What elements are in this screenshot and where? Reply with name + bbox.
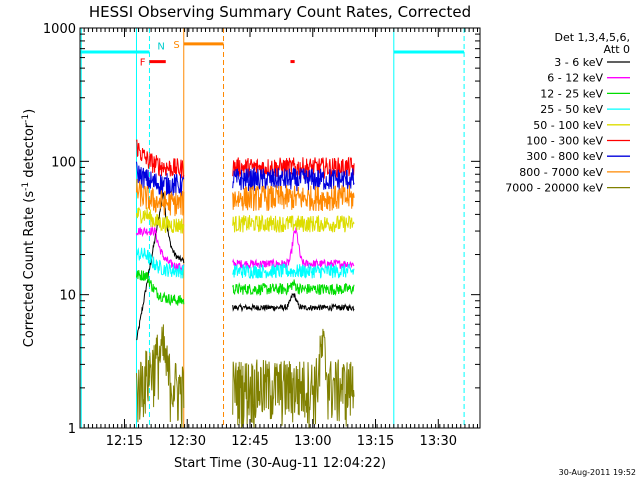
- y-axis-label-exponent-1: -1: [21, 182, 31, 191]
- legend-label-50-100-kev: 50 - 100 keV: [533, 119, 603, 132]
- x-tick-label-13-30: 13:30: [420, 434, 457, 449]
- series-50-100-kev-segment-2: [232, 214, 355, 233]
- y-axis-label-middle: detector: [22, 122, 37, 182]
- series-25-50-kev-segment-1: [136, 247, 185, 279]
- series-800-7000-kev-segment-1: [136, 178, 185, 217]
- plot-axes: 1 10 100 1000 12:15 12:30 12:45 13:00 13:15 13:30: [43, 22, 481, 449]
- y-tick-label-100: 100: [51, 155, 76, 170]
- x-tick-label-12-15: 12:15: [106, 434, 143, 449]
- legend-label-100-300-kev: 100 - 300 keV: [526, 135, 603, 148]
- chart-title: HESSI Observing Summary Count Rates, Cor…: [89, 3, 471, 21]
- series-3-6-kev-segment-1: [136, 191, 185, 341]
- plot-area: FN S: [80, 28, 465, 429]
- series-100-300-kev-segment-1: [136, 139, 185, 179]
- plot-frame: [79, 27, 481, 429]
- legend-label-800-7000-kev: 800 - 7000 keV: [519, 166, 603, 179]
- series-50-100-kev-group: [136, 207, 355, 234]
- legend-label-300-800-kev: 300 - 800 keV: [526, 150, 603, 163]
- legend: Det 1,3,4,5,6,Att 03 - 6 keV 6 - 12 keV 12…: [505, 31, 630, 195]
- series-800-7000-kev-segment-2: [232, 185, 355, 212]
- x-tick-label-12-45: 12:45: [231, 434, 268, 449]
- x-tick-label-13-00: 13:00: [294, 434, 331, 449]
- series-7000-20000-kev-segment-1: [136, 324, 185, 429]
- y-axis-label-exponent-2: -1: [21, 114, 31, 123]
- series-3-6-kev-group: [136, 191, 355, 341]
- flag-label-n: N: [157, 41, 164, 52]
- series-12-25-kev-segment-1: [136, 270, 185, 307]
- legend-label-6-12-kev: 6 - 12 keV: [547, 72, 603, 85]
- y-axis-label-prefix: Corrected Count Rate (s: [22, 191, 37, 348]
- footer-timestamp: 30-Aug-2011 19:52: [559, 468, 636, 477]
- flag-label-f: F: [140, 58, 146, 69]
- legend-title-line-2: Att 0: [604, 43, 630, 56]
- legend-label-12-25-kev: 12 - 25 keV: [540, 87, 603, 100]
- series-6-12-kev-segment-2: [232, 227, 355, 270]
- legend-label-3-6-kev: 3 - 6 keV: [554, 56, 603, 69]
- series-12-25-kev-group: [136, 270, 355, 307]
- x-tick-label-12-30: 12:30: [169, 434, 206, 449]
- y-axis-label-suffix: ): [22, 109, 37, 114]
- series-800-7000-kev-group: [136, 178, 355, 217]
- series-7000-20000-kev-group: [136, 324, 355, 429]
- flag-label-s: S: [173, 40, 179, 51]
- series-3-6-kev-segment-2: [232, 293, 355, 313]
- series-25-50-kev-group: [136, 247, 355, 279]
- y-axis-label: Corrected Count Rate (s-1 detector-1): [21, 109, 37, 347]
- y-tick-label-1: 1: [68, 422, 76, 437]
- x-tick-label-13-15: 13:15: [357, 434, 394, 449]
- legend-title-line-1: Det 1,3,4,5,6,: [554, 31, 630, 44]
- series-12-25-kev-segment-2: [232, 279, 355, 297]
- x-axis-label: Start Time (30-Aug-11 12:04:22): [174, 456, 386, 471]
- series-25-50-kev-segment-2: [232, 262, 355, 279]
- y-tick-label-10: 10: [59, 289, 76, 304]
- legend-label-25-50-kev: 25 - 50 keV: [540, 103, 603, 116]
- series-50-100-kev-segment-1: [136, 207, 185, 234]
- legend-label-7000-20000-kev: 7000 - 20000 keV: [505, 182, 603, 195]
- series-7000-20000-kev-segment-2: [232, 328, 355, 429]
- y-tick-label-1000: 1000: [43, 22, 76, 37]
